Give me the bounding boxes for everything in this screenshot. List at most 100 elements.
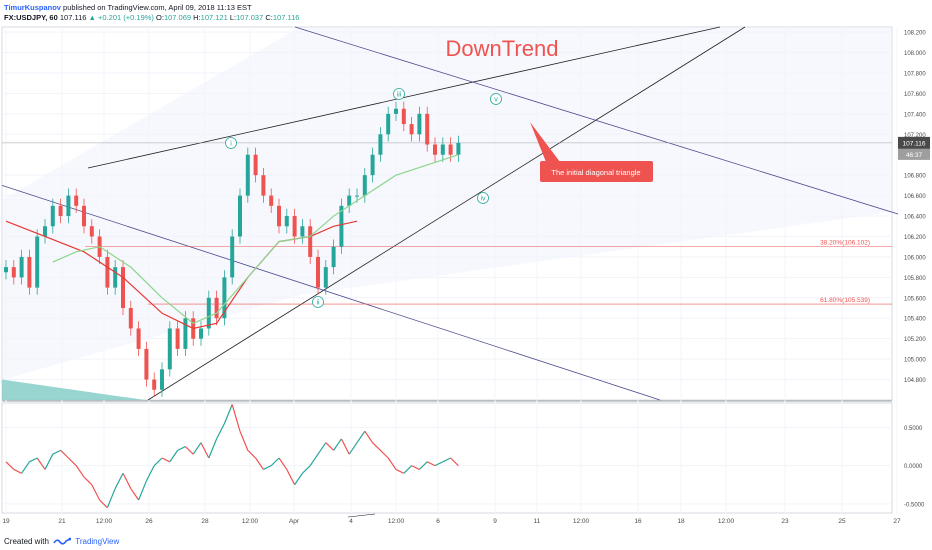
candle-body [160,369,164,390]
oscillator-segment [200,442,210,459]
oscillator-segment [114,473,124,489]
candle-body [66,195,71,217]
candle-body [425,113,430,145]
y-tick-label: 108.000 [904,51,926,57]
candle-body [43,226,47,237]
author-link[interactable]: TimurKuspanov [4,3,61,12]
oscillator-segment [184,446,194,455]
oscillator-pane-frame [1,402,893,514]
osc-y-tick-label: -0.5000 [904,502,925,508]
price-tag [898,136,930,149]
x-tick-label: 19 [2,518,10,525]
lower-wedge-line [147,26,746,401]
published-text: published on TradingView.com, April 09, … [63,3,252,12]
tradingview-brand[interactable]: TradingView [75,537,120,546]
oscillator-segment [317,442,327,455]
candle-body [433,144,437,155]
candle-body [261,175,266,196]
candle-body [378,134,383,155]
candle-body [27,256,32,288]
wave-label-i: i [230,141,232,148]
candle-body [370,154,375,176]
wave-label-iii: iii [397,92,402,99]
oscillator-segment [106,488,116,508]
oscillator-segment [247,449,257,459]
tradingview-logo-icon [53,537,72,545]
x-tick-label: 21 [58,518,66,525]
x-tick-label: 25 [838,518,846,525]
candle-body [214,297,219,319]
candle-body [4,267,8,273]
candle-body [175,328,180,349]
oscillator-segment [325,442,335,451]
candle-body [323,267,328,288]
oscillator-segment [395,468,405,474]
last-price: 107.116 [59,13,87,22]
oscillator-segment [177,446,186,451]
oscillator-segment [301,465,311,474]
oscillator-segment [169,450,179,463]
oscillator-segment [411,465,420,470]
footer: Created with TradingView [0,533,932,550]
candle-body [82,205,86,227]
x-tick-label: 4 [349,518,353,525]
candle-body [128,308,133,329]
oscillator-segment [239,431,249,451]
oscillator-segment [145,465,155,482]
candle-body [121,267,125,309]
candle-body [277,205,281,227]
low-value: 107.037 [236,13,264,22]
candle-body [136,328,141,349]
candle-body [19,256,24,278]
chart-header: TimurKuspanov published on TradingView.c… [0,0,932,26]
ohlc-line: FX:USDJPY, 60 107.116 ▲ +0.201 (+0.19%) … [4,13,928,23]
candle-body [284,216,289,227]
y-tick-label: 104.800 [904,378,926,384]
x-tick-label: Apr [289,518,300,525]
y-tick-label: 105.400 [904,317,926,323]
oscillator-segment [99,499,108,509]
oscillator-segment [356,430,366,444]
oscillator-segment [216,423,225,440]
wave-label-iv: iv [480,196,486,203]
oscillator-segment [340,438,350,455]
oscillator-segment [192,442,202,455]
symbol-label[interactable]: FX:USDJPY, 60 [4,13,58,22]
candle-body [440,144,445,155]
x-tick-label: 28 [201,518,209,525]
x-tick-label: 9 [493,518,497,525]
candle-body [152,379,157,390]
oscillator-segment [294,472,303,486]
callout-text: The initial diagonal triangle [551,168,640,177]
close-value: 107.116 [272,13,300,22]
candle-body [238,195,242,237]
candle-body [362,175,367,196]
oscillator-segment [21,461,30,474]
y-tick-label: 105.800 [904,276,926,282]
candle-body [448,144,453,155]
oscillator-segment [75,465,85,478]
y-tick-label: 107.800 [904,71,926,77]
oscillator-segment [122,473,132,489]
downtrend-line-lower [1,185,661,401]
candle-body [11,267,16,278]
oscillator-segment [60,449,69,459]
oscillator-segment [333,438,342,451]
created-with-text: Created with [4,537,49,546]
candle-body [58,205,63,217]
oscillator-segment [5,461,15,470]
candle-body [386,113,391,135]
oscillator-segment [348,442,358,455]
wave-label-circle [477,192,489,204]
wave-label-circle [312,296,324,308]
oscillator-segment [13,468,22,474]
wave-label-circle [393,88,405,100]
callout-pointer [530,122,560,162]
oscillator-segment [278,457,288,470]
candle-body [316,256,320,288]
candle-body [456,142,461,155]
oscillator-segment [161,457,171,463]
x-tick-label: 12:00 [718,518,735,525]
oscillator-segment [434,461,444,467]
